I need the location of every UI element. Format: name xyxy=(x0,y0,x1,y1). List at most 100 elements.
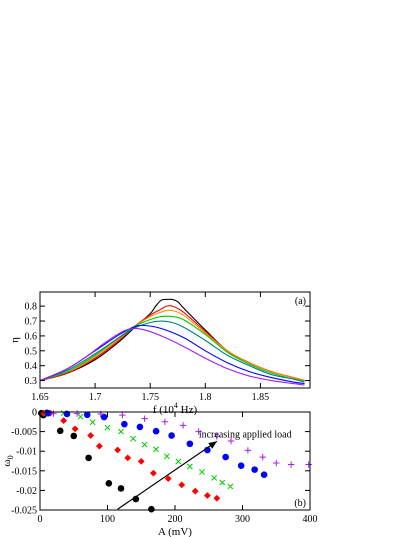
panel-b-ticks: 0 100 200 300 400 0 -0.005 -0.01 -0.015 -0.02 -0.0… xyxy=(11,408,317,526)
panel-b-y-tick-label: -0.01 xyxy=(16,447,37,458)
panel-b-label: (b) xyxy=(294,498,306,509)
panel-b-point-series-3 xyxy=(219,479,226,486)
panel-b-point-series-5 xyxy=(244,447,252,454)
panel-a-x-tick-label: 1.65 xyxy=(31,392,49,403)
panel-a-curve-5 xyxy=(39,320,305,383)
panel-b-point-series-2 xyxy=(60,417,68,425)
panel-b-y-axis-label-symbol: ω xyxy=(1,459,13,466)
panel-b-point-series-5 xyxy=(305,461,312,468)
panel-a-x-axis-label-unit: Hz) xyxy=(178,404,198,416)
panel-a-y-axis-label: η xyxy=(9,337,21,343)
panel-b-point-series-3 xyxy=(118,428,124,435)
panel-b-y-tick-label: -0.005 xyxy=(11,427,37,438)
panel-b-point-series-3 xyxy=(175,458,182,465)
panel-b: 0 100 200 300 400 0 -0.005 -0.01 -0.015 -0.02 -0.0… xyxy=(1,408,318,537)
panel-b-point-series-4 xyxy=(136,423,144,431)
panel-b-point-series-4 xyxy=(186,440,194,448)
panel-b-y-tick-label: -0.025 xyxy=(11,506,37,517)
panel-a: 1.65 1.7 1.75 1.8 1.85 0.3 0.4 0.5 0.6 0.7 0.8 (a)… xyxy=(9,291,311,416)
panel-b-point-series-1 xyxy=(56,427,64,435)
panel-b-point-series-2 xyxy=(178,481,186,489)
panel-b-frame xyxy=(39,411,311,511)
panel-a-ticks: 1.65 1.7 1.75 1.8 1.85 0.3 0.4 0.5 0.6 0.7 0.8 xyxy=(25,292,310,403)
panel-b-point-series-5 xyxy=(119,411,126,419)
panel-b-point-series-2 xyxy=(87,432,95,439)
panel-b-points xyxy=(38,409,312,513)
panel-b-point-series-5 xyxy=(259,453,266,461)
panel-b-point-series-3 xyxy=(77,413,84,420)
panel-b-point-series-2 xyxy=(71,425,79,433)
panel-b-x-tick-label: 0 xyxy=(38,514,43,525)
panel-b-point-series-3 xyxy=(141,441,148,448)
panel-b-point-series-5 xyxy=(195,428,202,435)
load-annotation: increasing applied load xyxy=(199,429,292,440)
load-arrow xyxy=(117,440,218,510)
panel-a-x-axis-label: f (104 Hz) xyxy=(153,401,198,416)
panel-b-point-series-4 xyxy=(260,471,268,479)
panel-b-point-series-1 xyxy=(105,480,113,487)
panel-a-curves xyxy=(39,298,305,386)
panel-b-point-series-5 xyxy=(73,410,81,417)
panel-a-curve-3 xyxy=(39,309,305,382)
panel-b-point-series-3 xyxy=(199,469,205,475)
panel-b-point-series-5 xyxy=(213,433,221,440)
panel-b-point-series-5 xyxy=(50,410,57,417)
panel-a-x-tick-label: 1.75 xyxy=(141,392,159,403)
panel-a-y-tick-label: 0.6 xyxy=(25,331,38,342)
panel-b-point-series-5 xyxy=(287,461,295,468)
panel-a-x-axis-label-exponent: 4 xyxy=(174,401,178,410)
panel-b-x-tick-label: 300 xyxy=(235,514,250,525)
panel-b-point-series-2 xyxy=(137,457,145,465)
panel-b-point-series-5 xyxy=(179,422,187,429)
panel-b-point-series-5 xyxy=(161,418,169,425)
panel-a-y-tick-label: 0.5 xyxy=(25,346,38,357)
panel-b-point-series-3 xyxy=(130,435,137,442)
panel-a-curve-7 xyxy=(39,327,305,386)
panel-b-point-series-2 xyxy=(191,487,199,495)
panel-b-point-series-3 xyxy=(104,424,111,431)
panel-a-y-tick-label: 0.4 xyxy=(25,361,38,372)
panel-b-point-series-5 xyxy=(141,415,148,422)
panel-b-point-series-2 xyxy=(114,446,122,454)
panel-b-point-series-4 xyxy=(152,427,160,435)
panel-a-curve-4 xyxy=(39,315,305,382)
panel-b-point-series-1 xyxy=(148,505,155,513)
panel-b-x-tick-label: 200 xyxy=(168,514,183,525)
load-arrowhead xyxy=(208,441,217,449)
panel-b-y-tick-label: -0.015 xyxy=(11,466,37,477)
panel-b-point-series-1 xyxy=(117,485,125,492)
panel-b-point-series-4 xyxy=(100,413,108,421)
panel-a-x-tick-label: 1.7 xyxy=(89,392,102,403)
panel-b-point-series-4 xyxy=(168,432,175,439)
panel-b-point-series-3 xyxy=(89,419,96,426)
panel-b-point-series-2 xyxy=(164,475,172,483)
panel-b-point-series-2 xyxy=(124,454,132,462)
panel-a-frame xyxy=(39,291,311,389)
panel-b-point-series-2 xyxy=(96,442,103,450)
panel-b-point-series-3 xyxy=(153,446,160,453)
panel-b-point-series-4 xyxy=(222,453,229,461)
panel-a-curve-6 xyxy=(39,324,305,385)
panel-b-point-series-4 xyxy=(121,420,128,428)
panel-b-point-series-2 xyxy=(204,492,211,499)
panel-b-point-series-1 xyxy=(85,454,92,462)
panel-b-x-axis-label: A (mV) xyxy=(158,526,192,537)
panel-b-point-series-3 xyxy=(227,483,234,490)
panel-b-y-tick-label: 0 xyxy=(32,408,37,419)
panel-b-point-series-2 xyxy=(150,469,157,477)
panel-b-point-series-3 xyxy=(186,463,193,470)
panel-b-point-series-4 xyxy=(251,466,258,473)
panel-b-y-tick-label: -0.02 xyxy=(16,486,37,497)
panel-b-y-axis-label: ω0 xyxy=(1,455,15,466)
panel-b-point-series-1 xyxy=(70,432,78,440)
panel-a-x-axis-label-text: f (10 xyxy=(153,404,175,416)
panel-a-label: (a) xyxy=(295,296,306,307)
panel-a-y-tick-label: 0.8 xyxy=(25,302,38,313)
panel-b-y-axis-label-subscript: 0 xyxy=(6,455,15,459)
panel-b-x-tick-label: 400 xyxy=(303,514,318,525)
panel-a-curve-1 xyxy=(39,298,305,382)
panel-a-y-tick-label: 0.3 xyxy=(25,376,38,387)
panel-a-x-tick-label: 1.8 xyxy=(199,392,212,403)
panel-b-point-series-3 xyxy=(211,474,218,481)
